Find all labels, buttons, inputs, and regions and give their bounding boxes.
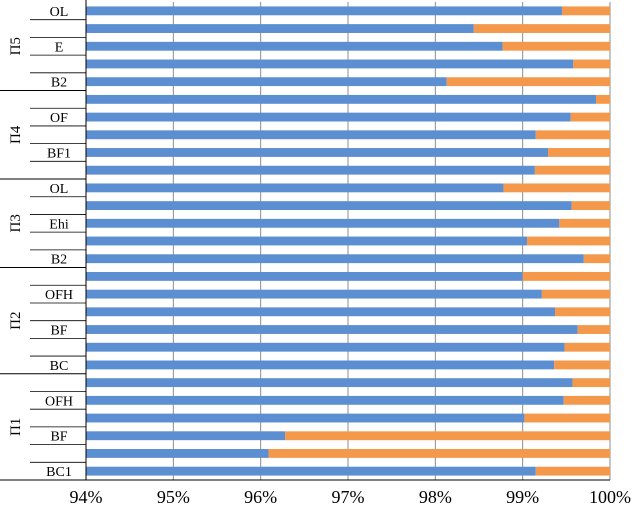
category-label: OFH (45, 288, 73, 303)
bar-orange (573, 59, 610, 69)
bar-orange (554, 360, 610, 370)
x-tick-label: 94% (70, 487, 103, 507)
bar-blue (86, 130, 536, 140)
category-label: BF (50, 430, 67, 445)
bar-orange (572, 378, 610, 388)
x-tick-label: 97% (332, 487, 365, 507)
bar-orange (522, 271, 610, 281)
bar-orange (596, 94, 610, 104)
bar-blue (86, 6, 562, 16)
group-label: П5 (8, 37, 24, 55)
bar-blue (86, 24, 474, 33)
bar-blue (86, 342, 565, 352)
bar-blue (86, 94, 597, 104)
category-label: OFH (45, 394, 73, 409)
category-label: BC1 (46, 465, 72, 480)
bar-blue (86, 183, 504, 193)
category-label: E (55, 40, 64, 55)
bar-orange (535, 130, 610, 140)
category-label: OL (50, 5, 69, 20)
bar-blue (86, 395, 564, 405)
bar-orange (563, 395, 610, 405)
bar-blue (86, 466, 536, 476)
bar-orange (570, 112, 610, 122)
bar-blue (86, 41, 503, 51)
bar-orange (547, 148, 610, 157)
bar-blue (86, 148, 548, 157)
bar-blue (86, 59, 574, 69)
category-label: B2 (51, 76, 67, 91)
bar-orange (473, 24, 610, 33)
bar-orange (577, 325, 610, 334)
bar-blue (86, 325, 578, 334)
bar-blue (86, 254, 584, 264)
bar-orange (502, 41, 610, 51)
bar-blue (86, 360, 555, 370)
group-label: П1 (8, 418, 24, 436)
group-label: П2 (8, 311, 24, 329)
category-label: BC (50, 359, 69, 374)
bar-blue (86, 271, 523, 281)
category-label: BF1 (47, 146, 71, 161)
bar-blue (86, 77, 447, 87)
bar-orange (527, 236, 610, 246)
bar-orange (564, 342, 610, 352)
bar-orange (554, 307, 610, 317)
bar-orange (541, 289, 610, 299)
category-label: Ehi (49, 217, 69, 232)
x-tick-label: 99% (506, 487, 539, 507)
bar-orange (571, 201, 610, 211)
group-label: П4 (8, 125, 24, 144)
bar-orange (535, 466, 610, 476)
bar-blue (86, 236, 528, 246)
category-label: OF (50, 111, 68, 126)
bar-orange (559, 218, 610, 228)
bar-orange (561, 6, 610, 16)
x-tick-label: 95% (157, 487, 190, 507)
bar-orange (285, 431, 610, 441)
bar-orange (503, 183, 610, 193)
bar-blue (86, 218, 560, 228)
category-label: BF (50, 324, 67, 339)
bar-orange (583, 254, 610, 264)
bar-blue (86, 413, 525, 423)
bar-blue (86, 449, 269, 458)
category-label: B2 (51, 253, 67, 268)
bar-blue (86, 378, 573, 388)
bar-blue (86, 112, 571, 122)
category-label: OL (50, 182, 69, 197)
bar-orange (268, 449, 610, 458)
x-tick-label: 98% (419, 487, 452, 507)
bar-blue (86, 165, 535, 175)
bar-orange (524, 413, 610, 423)
bar-blue (86, 289, 542, 299)
x-tick-label: 96% (244, 487, 277, 507)
bar-blue (86, 307, 555, 317)
x-tick-label: 100% (589, 487, 631, 507)
bar-orange (446, 77, 610, 87)
group-label: П3 (8, 214, 24, 232)
bar-blue (86, 431, 286, 441)
bar-blue (86, 201, 572, 211)
bar-orange (534, 165, 610, 175)
